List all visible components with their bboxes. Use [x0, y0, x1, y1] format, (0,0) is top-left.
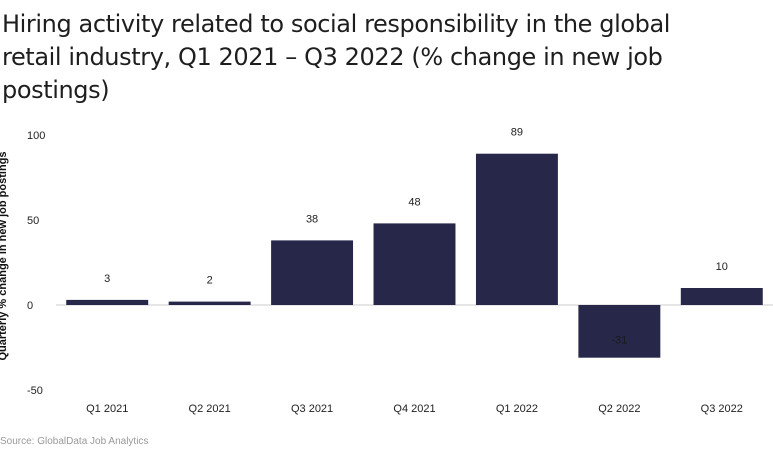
chart-title: Hiring activity related to social respon…	[2, 10, 671, 104]
bar	[475, 153, 558, 305]
data-label: 48	[408, 196, 420, 208]
x-tick-label: Q2 2021	[189, 403, 231, 415]
bar	[168, 301, 251, 305]
source-note: Source: GlobalData Job Analytics	[0, 436, 149, 447]
data-label: -31	[611, 335, 627, 347]
y-tick-label: 0	[27, 300, 33, 312]
y-axis-label: Quarterly % change in new job postings	[0, 151, 9, 361]
x-tick-label: Q1 2021	[86, 403, 128, 415]
bar	[373, 223, 456, 305]
y-tick-label: 100	[27, 130, 45, 142]
data-label: 3	[104, 273, 110, 285]
bar	[66, 299, 149, 305]
data-label: 2	[207, 275, 213, 287]
x-tick-label: Q4 2021	[393, 403, 435, 415]
data-label: 38	[306, 213, 318, 225]
x-tick-label: Q3 2022	[701, 403, 743, 415]
x-tick-label: Q3 2021	[291, 403, 333, 415]
bar	[578, 305, 661, 358]
bar	[680, 288, 763, 305]
data-label: 89	[511, 127, 523, 139]
x-tick-label: Q1 2022	[496, 403, 538, 415]
data-label: 10	[716, 261, 728, 273]
y-tick-label: -50	[27, 385, 43, 397]
y-tick-label: 50	[27, 215, 39, 227]
bar	[271, 240, 354, 305]
x-tick-label: Q2 2022	[598, 403, 640, 415]
